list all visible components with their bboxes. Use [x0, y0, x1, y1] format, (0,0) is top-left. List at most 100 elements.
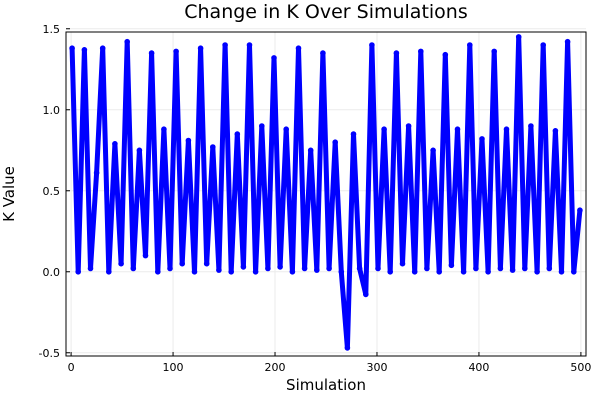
data-point — [546, 265, 553, 272]
data-point — [69, 45, 75, 51]
data-point — [167, 265, 173, 272]
y-tick-label: -0.5 — [39, 347, 60, 360]
data-point — [338, 269, 345, 275]
plot-series — [69, 34, 583, 351]
data-point — [203, 260, 210, 267]
x-tick-label: 0 — [68, 361, 75, 374]
data-point — [228, 269, 234, 275]
data-point — [99, 45, 106, 51]
data-point — [130, 265, 137, 272]
data-point — [448, 262, 455, 269]
data-point — [534, 269, 540, 275]
data-point — [271, 55, 277, 61]
data-point — [81, 47, 88, 53]
data-point — [136, 147, 143, 154]
data-point — [252, 269, 259, 275]
data-point — [75, 269, 81, 275]
data-point — [191, 269, 198, 275]
data-point — [265, 265, 271, 272]
x-tick-label: 100 — [163, 361, 184, 374]
data-point — [173, 48, 179, 55]
y-tick-label: 1.0 — [43, 104, 61, 117]
y-tick-label: 1.5 — [43, 23, 61, 36]
data-point — [405, 123, 412, 129]
data-point — [369, 42, 375, 48]
data-point — [118, 260, 124, 267]
data-point — [350, 131, 357, 137]
data-point — [430, 147, 436, 154]
data-point — [491, 48, 498, 55]
data-point — [528, 123, 534, 129]
data-point — [454, 126, 461, 132]
data-point — [436, 269, 443, 275]
data-point — [326, 265, 332, 272]
data-point — [558, 269, 565, 275]
data-point — [314, 267, 320, 273]
data-point — [112, 141, 118, 147]
data-point — [124, 38, 130, 45]
chart-title: Change in K Over Simulations — [184, 1, 468, 23]
data-point — [283, 126, 290, 132]
data-point — [375, 265, 381, 272]
x-tick-label: 200 — [265, 361, 286, 374]
series-line — [69, 34, 583, 351]
y-tick-label: 0.0 — [43, 266, 61, 279]
data-point — [148, 50, 155, 56]
x-tick-label: 500 — [570, 361, 591, 374]
data-point — [460, 269, 467, 275]
data-point — [418, 48, 424, 55]
data-point — [155, 269, 161, 275]
data-point — [216, 267, 222, 273]
data-point — [197, 45, 204, 51]
data-point — [564, 38, 571, 45]
data-point — [522, 265, 528, 272]
data-point — [277, 264, 283, 270]
data-point — [185, 137, 192, 144]
data-point — [540, 42, 546, 48]
data-point — [106, 269, 112, 275]
data-point — [240, 264, 247, 270]
data-point — [87, 265, 94, 272]
data-point — [503, 126, 510, 132]
data-point — [307, 147, 314, 154]
data-point — [179, 260, 185, 267]
x-tick-label: 400 — [468, 361, 489, 374]
data-point — [509, 267, 516, 273]
data-point — [515, 34, 522, 40]
data-point — [485, 269, 491, 275]
data-point — [93, 170, 100, 176]
data-point — [399, 260, 406, 267]
y-axis-label: K Value — [0, 166, 18, 222]
data-point — [234, 131, 241, 137]
data-point — [332, 139, 339, 145]
data-point — [552, 128, 559, 134]
data-point — [442, 51, 449, 58]
x-tick-label: 300 — [366, 361, 387, 374]
data-point — [479, 136, 485, 142]
data-point — [289, 269, 296, 275]
data-point — [301, 265, 308, 272]
data-point — [571, 269, 577, 275]
data-point — [473, 265, 479, 272]
data-point — [222, 42, 228, 48]
data-point — [259, 123, 265, 129]
data-point — [387, 269, 394, 275]
data-point — [467, 42, 473, 48]
data-point — [246, 42, 253, 48]
data-point — [142, 252, 149, 259]
plot-frame — [65, 31, 587, 357]
x-axis-label: Simulation — [286, 376, 366, 394]
data-point — [320, 50, 326, 56]
data-point — [424, 265, 430, 272]
data-point — [344, 345, 351, 351]
data-point — [161, 126, 167, 132]
data-point — [497, 265, 504, 272]
data-point — [393, 50, 400, 56]
data-point — [210, 144, 216, 150]
data-point — [577, 207, 583, 213]
data-point — [381, 126, 387, 132]
data-point — [411, 269, 418, 275]
y-tick-label: 0.5 — [43, 185, 61, 198]
data-point — [363, 291, 369, 298]
